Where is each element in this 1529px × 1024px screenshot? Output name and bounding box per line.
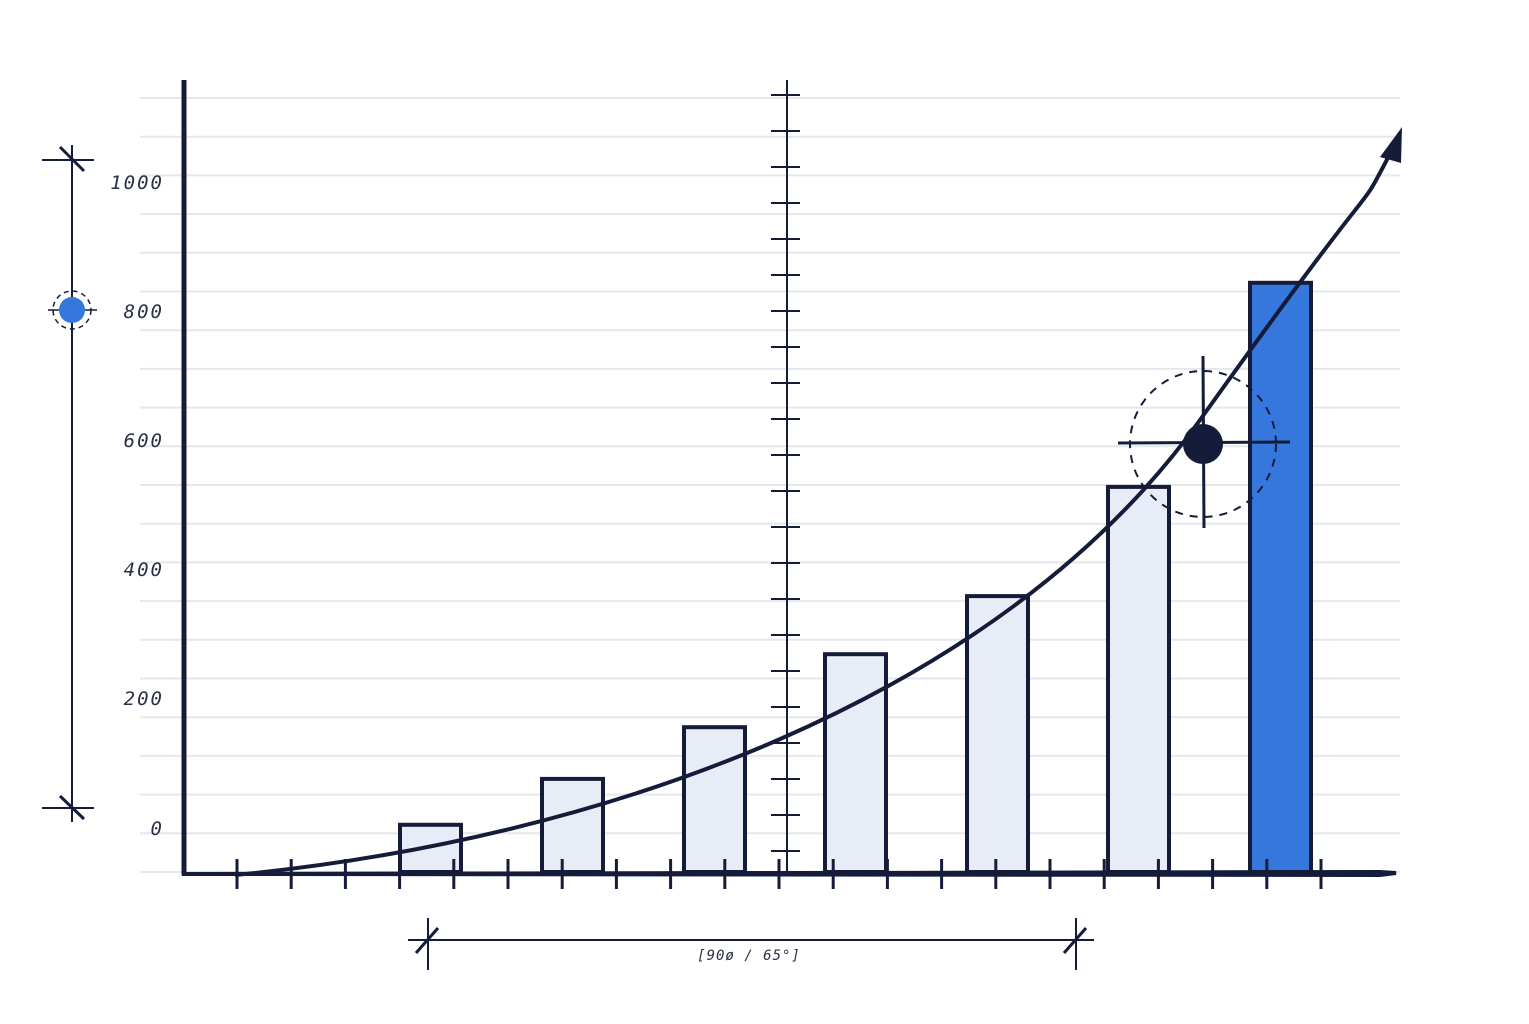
target-crosshair-marker[interactable] (1117, 355, 1291, 529)
left-scale (42, 145, 94, 822)
dimension-label: [90ø / 65°] (697, 948, 801, 964)
grid-lines (140, 97, 1400, 873)
left-scale-marker[interactable] (48, 290, 97, 330)
bar[interactable] (965, 594, 1030, 874)
bar[interactable] (540, 776, 605, 875)
y-label-800: 800 (124, 301, 164, 323)
y-label-400: 400 (124, 559, 164, 581)
bar[interactable] (823, 652, 888, 875)
y-axis-labels: 0 200 400 600 800 1000 (110, 172, 164, 840)
trend-curve (234, 149, 1394, 877)
y-label-0: 0 (151, 818, 164, 840)
x-axis (181, 859, 1397, 889)
bottom-dimension (408, 918, 1094, 970)
y-label-1000: 1000 (110, 172, 164, 194)
bar[interactable] (1106, 484, 1171, 874)
bar-highlighted[interactable] (1248, 280, 1313, 874)
y-label-200: 200 (124, 688, 164, 710)
trend-arrow-icon (1380, 127, 1402, 163)
bars (398, 280, 1313, 875)
center-ruler (771, 80, 800, 872)
bar[interactable] (682, 725, 747, 875)
y-label-600: 600 (124, 430, 164, 452)
